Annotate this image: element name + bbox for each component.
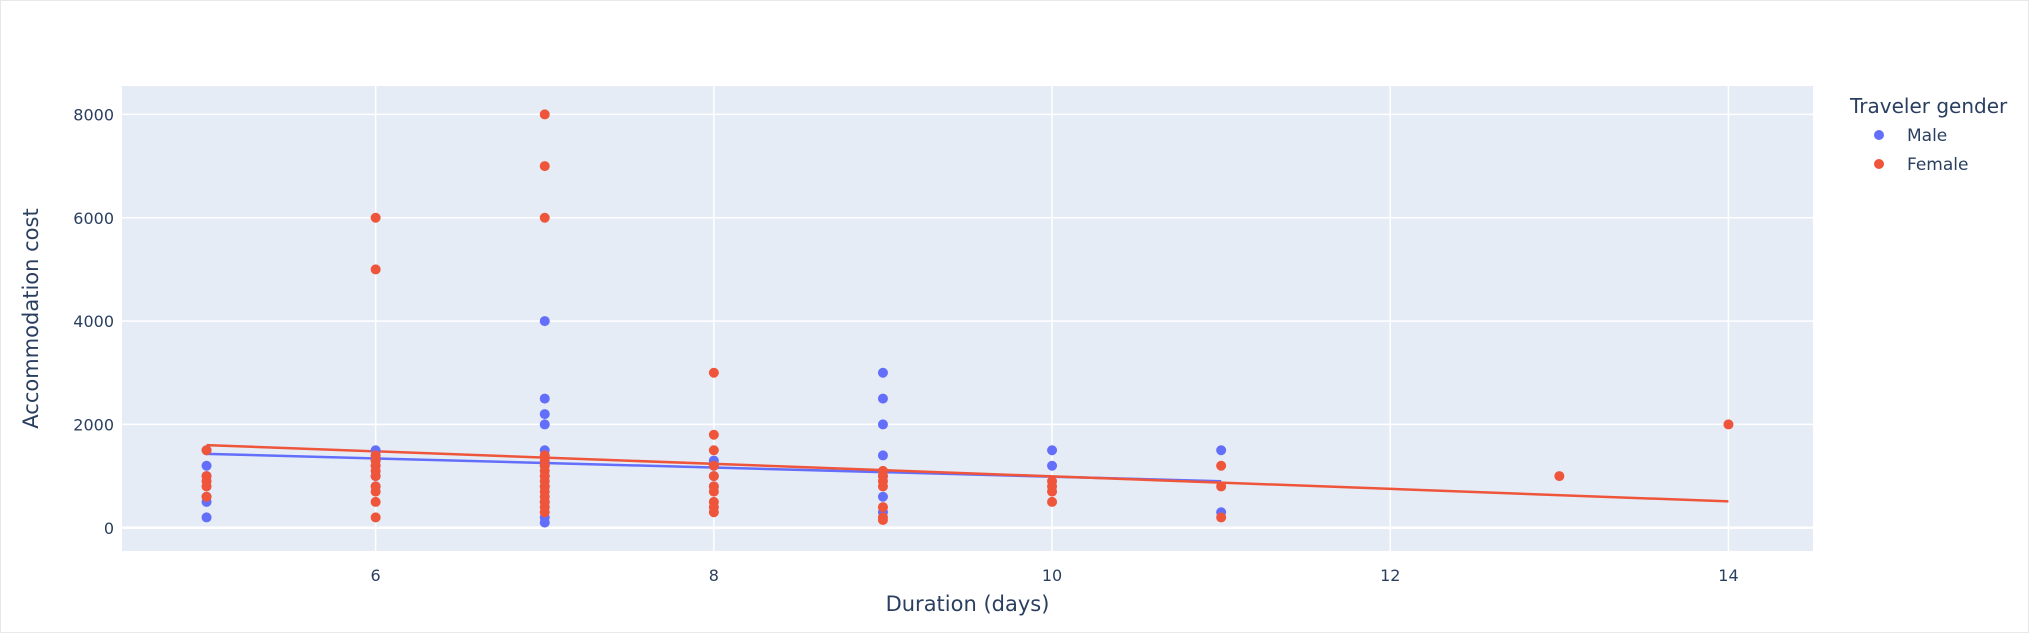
data-points xyxy=(201,109,1734,528)
y-tick-label: 2000 xyxy=(73,415,114,434)
point-female xyxy=(370,496,381,507)
point-male xyxy=(877,367,888,378)
y-axis-title: Accommodation cost xyxy=(19,208,43,428)
y-tick-label: 4000 xyxy=(73,312,114,331)
point-male xyxy=(877,393,888,404)
point-male xyxy=(201,512,212,523)
x-tick-label: 8 xyxy=(709,566,719,585)
point-female xyxy=(708,460,719,471)
point-female xyxy=(708,429,719,440)
y-axis-ticks: 0 2000 4000 6000 8000 xyxy=(73,105,114,537)
point-female xyxy=(708,471,719,482)
point-female xyxy=(877,481,888,492)
point-male xyxy=(1047,445,1058,456)
point-female xyxy=(1047,496,1058,507)
point-female xyxy=(708,507,719,518)
point-male xyxy=(1047,460,1058,471)
legend-item-male[interactable]: Male xyxy=(1874,126,1947,146)
point-female xyxy=(539,212,550,223)
trendline-female xyxy=(206,443,1729,503)
point-female xyxy=(1047,486,1058,497)
point-male xyxy=(539,517,550,528)
point-male xyxy=(877,450,888,461)
point-female xyxy=(370,471,381,482)
point-female xyxy=(201,445,212,456)
point-male xyxy=(877,491,888,502)
point-male xyxy=(539,409,550,420)
point-female xyxy=(370,264,381,275)
point-female xyxy=(877,515,888,525)
point-male xyxy=(1216,445,1227,456)
point-female xyxy=(1216,481,1227,492)
y-tick-label: 8000 xyxy=(73,105,114,124)
point-female xyxy=(370,212,381,223)
legend-marker xyxy=(1874,130,1884,140)
point-female xyxy=(1216,512,1227,523)
point-female xyxy=(539,507,550,518)
legend-item-female[interactable]: Female xyxy=(1874,155,1968,175)
point-female xyxy=(201,491,212,502)
point-female xyxy=(877,502,888,513)
legend-marker xyxy=(1874,159,1884,169)
point-female xyxy=(1554,471,1565,482)
point-female xyxy=(1216,460,1227,471)
y-tick-label: 0 xyxy=(104,519,114,538)
point-female xyxy=(708,445,719,456)
x-axis-title: Duration (days) xyxy=(886,592,1050,616)
point-female xyxy=(539,109,550,120)
x-tick-label: 6 xyxy=(371,566,381,585)
point-male xyxy=(877,419,888,430)
point-female xyxy=(370,512,381,523)
y-tick-label: 6000 xyxy=(73,209,114,228)
point-male xyxy=(201,460,212,471)
point-female xyxy=(1723,419,1734,430)
legend-label: Male xyxy=(1907,126,1947,146)
x-tick-label: 10 xyxy=(1042,566,1062,585)
legend-title: Traveler gender xyxy=(1849,94,2008,118)
x-tick-label: 14 xyxy=(1718,566,1738,585)
point-female xyxy=(370,486,381,497)
point-female xyxy=(708,486,719,497)
point-male xyxy=(539,419,550,430)
point-male xyxy=(539,316,550,327)
x-axis-ticks: 6 8 10 12 14 xyxy=(371,566,1739,585)
point-female xyxy=(201,481,212,492)
legend-label: Female xyxy=(1907,155,1968,175)
point-female xyxy=(539,161,550,172)
point-female xyxy=(708,367,719,378)
legend[interactable]: Traveler gender Male Female xyxy=(1849,94,2008,175)
x-tick-label: 12 xyxy=(1380,566,1400,585)
point-male xyxy=(539,393,550,404)
